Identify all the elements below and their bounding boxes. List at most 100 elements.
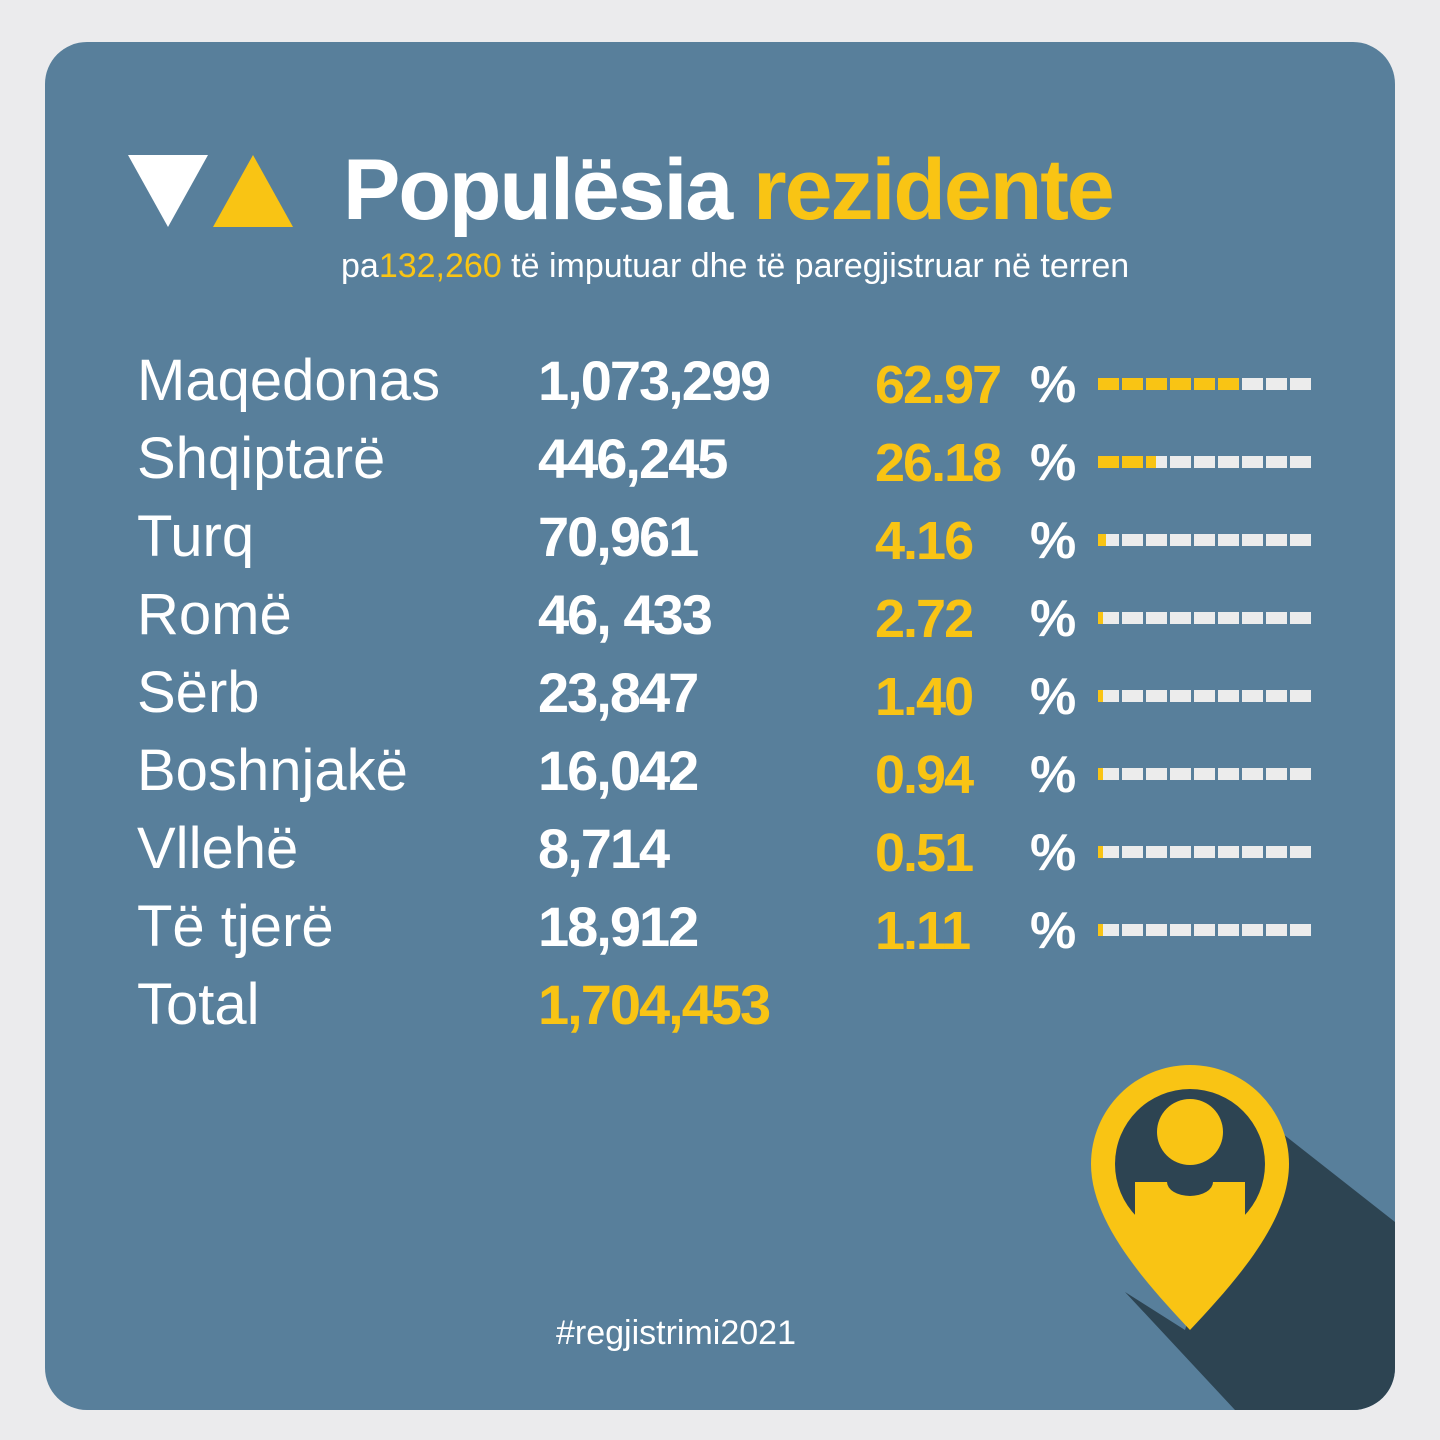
bar-segment: [1194, 378, 1215, 390]
percent-sign: %: [1030, 902, 1076, 960]
bar-segment: [1242, 534, 1263, 546]
bar-segment: [1266, 846, 1287, 858]
bar-segment: [1194, 456, 1215, 468]
pin-shadow: [1125, 1112, 1395, 1410]
bar-segment-fill: [1218, 378, 1239, 390]
percent-value: 62.97: [875, 355, 1002, 415]
bar-segment-fill: [1098, 534, 1107, 546]
bar-segment-fill: [1098, 612, 1104, 624]
percent-value: 0.51: [875, 823, 974, 883]
bar-segment: [1242, 690, 1263, 702]
bar-segment-fill: [1098, 378, 1119, 390]
percent-value: 4.16: [875, 511, 974, 571]
bar-segment: [1218, 378, 1239, 390]
bar-segment: [1218, 612, 1239, 624]
percent-value: 0.94: [875, 745, 974, 805]
page-title: Populësia rezidente: [343, 142, 1115, 238]
bar-segment: [1122, 924, 1143, 936]
bar-segment: [1266, 768, 1287, 780]
group-name: Romë: [137, 582, 292, 647]
percent-bar: [1098, 846, 1311, 858]
bar-segment: [1122, 534, 1143, 546]
bar-segment: [1098, 768, 1119, 780]
percent-bar: [1098, 612, 1311, 624]
bar-segment: [1170, 690, 1191, 702]
bar-segment: [1242, 924, 1263, 936]
bar-segment: [1218, 534, 1239, 546]
table-row: Të tjerë 18,912 1.11%: [45, 888, 1395, 966]
bar-segment: [1266, 378, 1287, 390]
population-value: 18,912: [538, 895, 699, 958]
population-value: 46, 433: [538, 583, 713, 646]
bar-segment: [1194, 534, 1215, 546]
bar-segment: [1170, 612, 1191, 624]
group-name: Turq: [137, 504, 255, 569]
bar-segment: [1290, 612, 1311, 624]
bar-segment: [1290, 534, 1311, 546]
total-label: Total: [137, 972, 260, 1037]
percent-bar: [1098, 378, 1311, 390]
bar-segment: [1242, 378, 1263, 390]
percent-sign: %: [1030, 746, 1076, 804]
table-row: Boshnjakë 16,042 0.94%: [45, 732, 1395, 810]
bar-segment: [1098, 846, 1119, 858]
bar-segment: [1170, 768, 1191, 780]
infographic-card: Populësia rezidente pa132,260 të imputua…: [45, 42, 1395, 1410]
percent-value: 1.11: [875, 901, 971, 961]
percent-value: 2.72: [875, 589, 974, 649]
bar-segment: [1170, 846, 1191, 858]
hashtag: #regjistrimi2021: [556, 1314, 796, 1352]
bar-segment-fill: [1098, 924, 1104, 936]
bar-segment: [1170, 378, 1191, 390]
bar-segment: [1122, 612, 1143, 624]
decorations: [128, 155, 1395, 1410]
percent-sign: %: [1030, 668, 1076, 726]
bar-segment: [1146, 534, 1167, 546]
location-pin-icon: [1091, 1065, 1289, 1330]
bar-segment: [1266, 690, 1287, 702]
table-row: Maqedonas 1,073,299 62.97%: [45, 342, 1395, 420]
table-row: Sërb 23,847 1.40%: [45, 654, 1395, 732]
bar-segment: [1266, 924, 1287, 936]
bar-segment-fill: [1194, 378, 1215, 390]
bar-segment: [1146, 690, 1167, 702]
bar-segment: [1098, 378, 1119, 390]
bar-segment: [1098, 534, 1119, 546]
group-name: Maqedonas: [137, 348, 441, 413]
group-name: Shqiptarë: [137, 426, 386, 491]
percent-value: 1.40: [875, 667, 974, 727]
percent-sign: %: [1030, 356, 1076, 414]
bar-segment: [1194, 924, 1215, 936]
bar-segment: [1290, 768, 1311, 780]
subtitle: pa132,260 të imputuar dhe të paregjistru…: [341, 247, 1130, 285]
bar-segment: [1146, 378, 1167, 390]
bar-segment: [1170, 924, 1191, 936]
bar-segment: [1218, 768, 1239, 780]
percent-sign: %: [1030, 590, 1076, 648]
bar-segment-fill: [1098, 456, 1119, 468]
table-row: Shqiptarë 446,245 26.18%: [45, 420, 1395, 498]
group-name: Të tjerë: [137, 894, 334, 959]
triangle-up-icon: [213, 155, 293, 227]
bar-segment: [1122, 768, 1143, 780]
group-name: Vllehë: [137, 816, 299, 881]
bar-segment: [1122, 456, 1143, 468]
bar-segment: [1242, 456, 1263, 468]
population-value: 1,073,299: [538, 349, 771, 412]
bar-segment: [1170, 534, 1191, 546]
bar-segment: [1218, 456, 1239, 468]
group-name: Boshnjakë: [137, 738, 408, 803]
percent-bar: [1098, 690, 1311, 702]
population-value: 70,961: [538, 505, 699, 568]
bar-segment: [1290, 924, 1311, 936]
bar-segment: [1122, 690, 1143, 702]
bar-segment: [1194, 690, 1215, 702]
bar-segment: [1218, 846, 1239, 858]
bar-segment: [1170, 456, 1191, 468]
table-row: Romë 46, 433 2.72%: [45, 576, 1395, 654]
percent-bar: [1098, 456, 1311, 468]
bar-segment-fill: [1122, 378, 1143, 390]
population-value: 23,847: [538, 661, 699, 724]
population-value: 16,042: [538, 739, 699, 802]
bar-segment-fill: [1170, 378, 1191, 390]
